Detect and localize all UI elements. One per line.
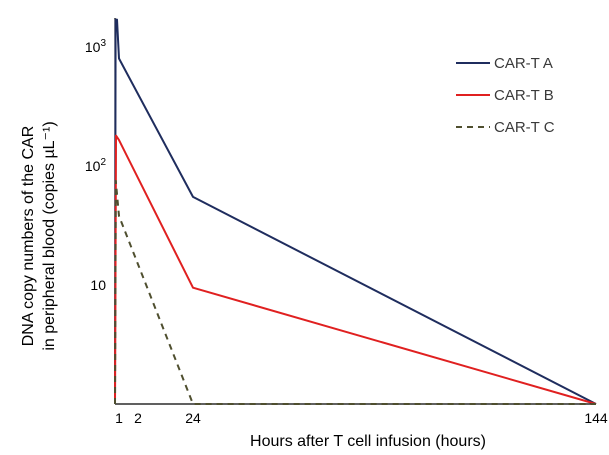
axes xyxy=(114,18,596,405)
x-tick-label-1: 1 xyxy=(115,410,123,426)
y-tick-label-10: 10 xyxy=(90,277,106,293)
y-axis-title-line-1: DNA copy numbers of the CAR xyxy=(20,126,37,347)
y-tick-label-1000: 103 xyxy=(85,38,107,55)
x-tick-label-2: 2 xyxy=(134,410,142,426)
x-tick-label-144: 144 xyxy=(584,410,608,426)
y-axis-title: DNA copy numbers of the CAR in periphera… xyxy=(20,121,58,350)
y-tick-label-100: 102 xyxy=(85,157,107,174)
series-line-car-t-a xyxy=(114,18,597,405)
legend: CAR-T A CAR-T B CAR-T C xyxy=(456,55,555,136)
legend-label-car-t-a: CAR-T A xyxy=(494,55,553,72)
y-axis-title-line-2: in peripheral blood (copies µL⁻¹) xyxy=(41,121,58,350)
x-axis-title: Hours after T cell infusion (hours) xyxy=(250,433,486,450)
legend-label-car-t-c: CAR-T C xyxy=(494,119,555,136)
series-line-car-t-c xyxy=(114,179,596,405)
tick-labels: 1 2 24 144 10 102 103 xyxy=(85,38,608,426)
x-tick-label-24: 24 xyxy=(185,410,201,426)
series-layer xyxy=(114,18,597,405)
series-line-car-t-b xyxy=(114,134,597,405)
legend-label-car-t-b: CAR-T B xyxy=(494,87,554,104)
